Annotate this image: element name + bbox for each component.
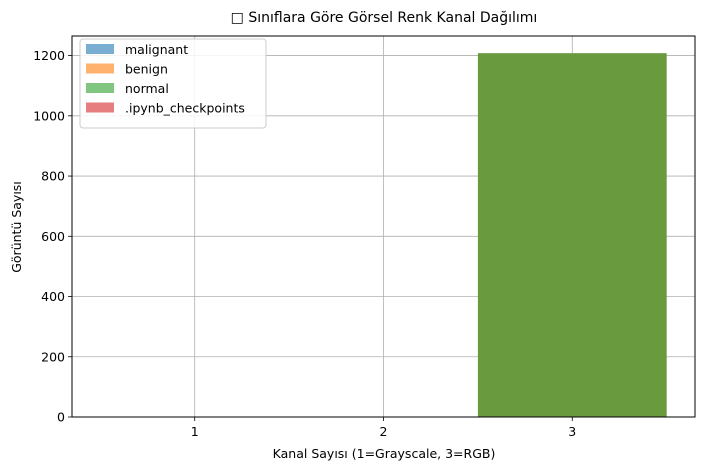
x-axis-label: Kanal Sayısı (1=Grayscale, 3=RGB)	[273, 446, 496, 461]
y-tick-label: 800	[41, 169, 65, 184]
bars-layer	[477, 53, 667, 417]
legend-label: malignant	[125, 42, 188, 57]
y-axis-label: Görüntü Sayısı	[9, 181, 24, 273]
y-tick-label: 1200	[33, 48, 65, 63]
y-tick-label: 200	[41, 349, 65, 364]
chart-title: □ Sınıflara Göre Görsel Renk Kanal Dağıl…	[231, 10, 538, 26]
y-tick-label: 400	[41, 289, 65, 304]
legend: malignant benign normal .ipynb_checkpoints	[79, 38, 267, 129]
y-tick-label: 1000	[33, 108, 65, 123]
ticks-layer: 0 200 400 600 800 1000 1200 1 2 3	[33, 48, 576, 439]
x-tick-label: 1	[191, 424, 199, 439]
legend-swatch	[86, 83, 114, 93]
legend-label: .ipynb_checkpoints	[125, 101, 245, 116]
legend-box	[79, 38, 267, 129]
x-tick-label: 2	[380, 424, 388, 439]
legend-swatch	[86, 102, 114, 113]
y-tick-label: 0	[57, 410, 65, 425]
y-tick-label: 600	[41, 229, 65, 244]
legend-swatch	[86, 63, 114, 74]
x-tick-label: 3	[568, 424, 576, 439]
legend-label: benign	[125, 62, 168, 77]
bar-normal-3	[477, 53, 667, 417]
legend-swatch	[86, 44, 114, 54]
legend-label: normal	[125, 81, 169, 96]
